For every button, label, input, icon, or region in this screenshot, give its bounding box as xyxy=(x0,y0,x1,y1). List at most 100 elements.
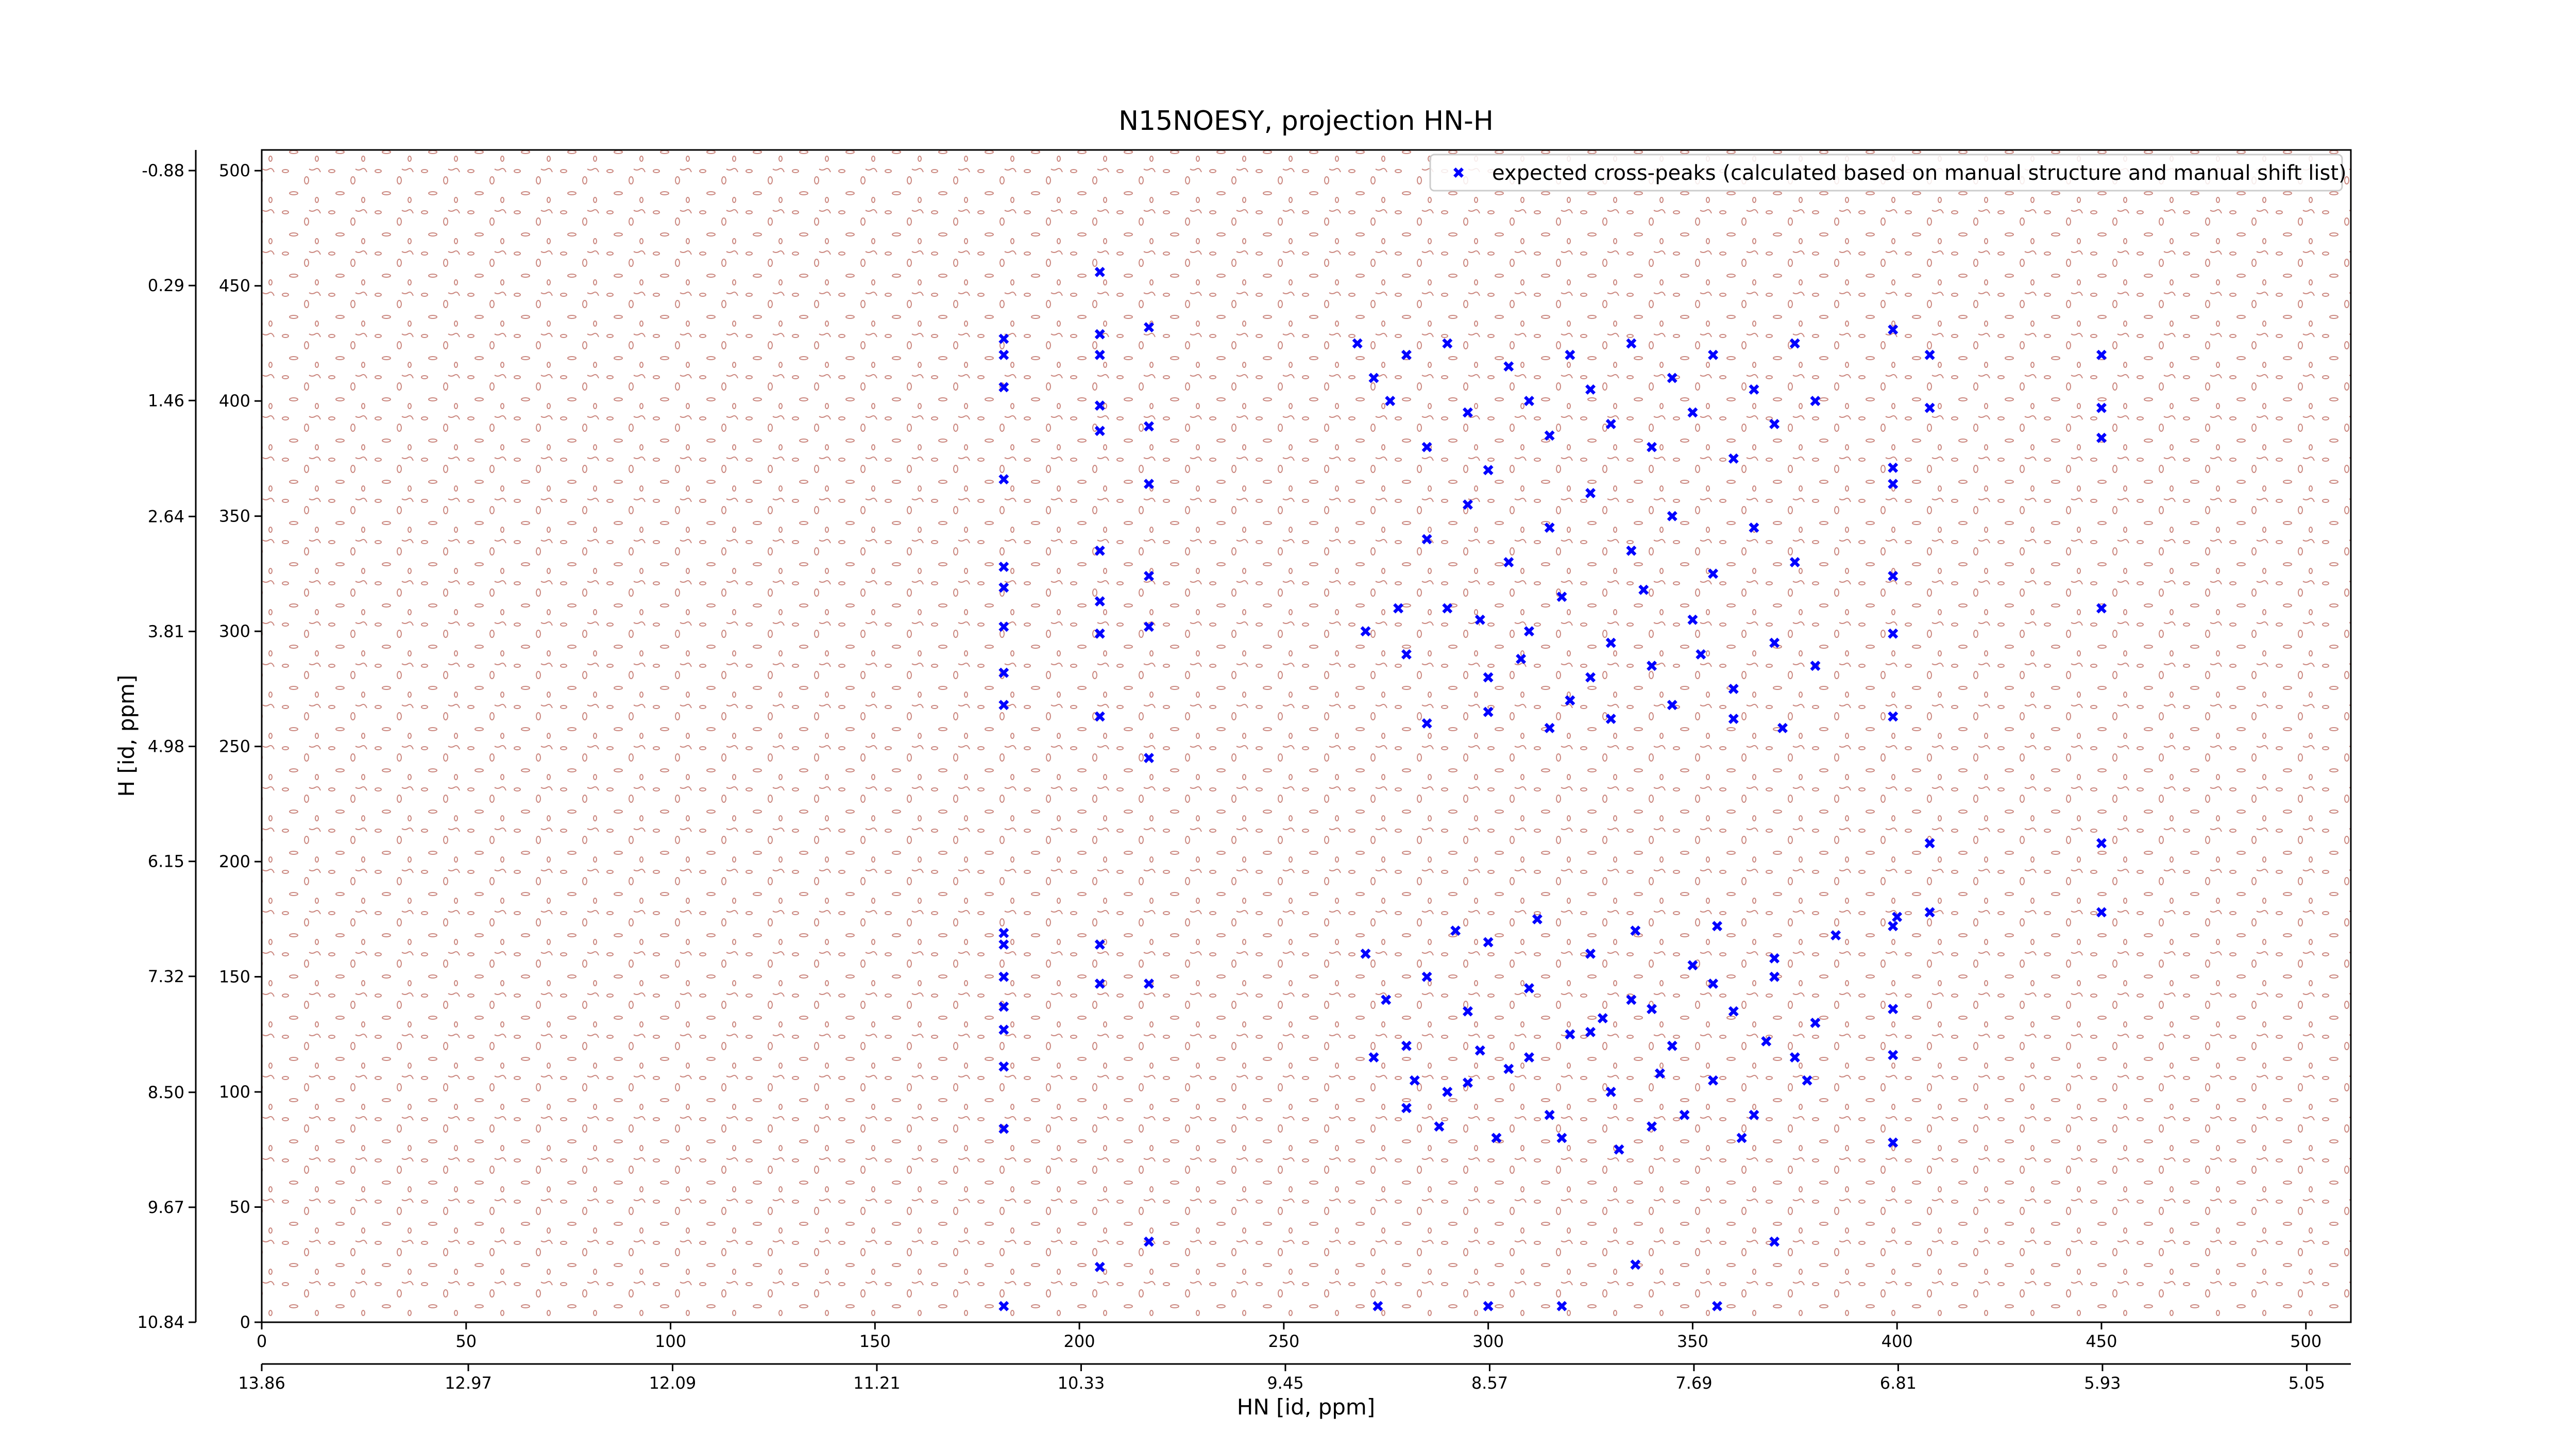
cross-peak xyxy=(1647,1121,1657,1132)
cross-peak xyxy=(1708,978,1719,989)
cross-peak xyxy=(1556,1133,1567,1143)
y-tick-label: 100 xyxy=(219,1082,250,1102)
cross-peak xyxy=(1565,1029,1575,1040)
cross-peak xyxy=(998,1024,1009,1035)
cross-peak xyxy=(1094,939,1105,950)
cross-peak xyxy=(998,582,1009,593)
cross-peak xyxy=(1462,499,1473,510)
y-tick-label: 350 xyxy=(219,507,250,526)
y2-tick-label: 3.81 xyxy=(148,621,184,641)
cross-peak xyxy=(2096,603,2107,614)
cross-peak xyxy=(1544,523,1555,533)
x-tick-label: 200 xyxy=(1064,1332,1095,1351)
cross-peak xyxy=(1728,453,1739,464)
cross-peak xyxy=(1385,396,1396,407)
cross-peak xyxy=(1450,925,1461,936)
y-tick-label: 400 xyxy=(219,391,250,411)
cross-peak xyxy=(1888,1050,1899,1060)
cross-peak xyxy=(998,382,1009,393)
contour-texture xyxy=(262,150,2351,1322)
cross-peak xyxy=(998,971,1009,982)
y2-tick-label: 7.32 xyxy=(148,967,184,986)
cross-peak xyxy=(1442,338,1453,349)
cross-peak xyxy=(1483,1301,1494,1311)
cross-peak xyxy=(1687,614,1698,625)
cross-peak xyxy=(1094,266,1105,277)
cross-peak xyxy=(1401,1103,1412,1114)
y2-tick-label: 4.98 xyxy=(148,737,184,756)
x2-tick-label: 7.69 xyxy=(1675,1373,1712,1393)
cross-peak xyxy=(1647,661,1657,671)
cross-peak xyxy=(1605,1087,1616,1098)
y2-tick-label: 10.84 xyxy=(137,1312,184,1332)
cross-peak xyxy=(1360,626,1371,637)
x-tick-label: 150 xyxy=(859,1332,891,1351)
cross-peak xyxy=(1585,384,1596,395)
cross-peak xyxy=(1094,711,1105,722)
legend-box xyxy=(1429,154,2343,192)
x-tick-label: 0 xyxy=(257,1332,267,1351)
cross-peak xyxy=(1888,570,1899,581)
cross-peak xyxy=(1696,649,1706,660)
cross-peak xyxy=(1491,1133,1502,1143)
cross-peak xyxy=(1143,479,1154,490)
cross-peak xyxy=(998,667,1009,678)
cross-peak xyxy=(1810,1017,1821,1028)
cross-peak xyxy=(998,561,1009,572)
cross-peak xyxy=(1605,418,1616,429)
cross-peak xyxy=(1924,349,1935,360)
cross-peak xyxy=(1728,683,1739,694)
x2-tick-label: 12.09 xyxy=(649,1373,697,1393)
cross-peak xyxy=(1393,603,1404,614)
cross-peak xyxy=(1352,338,1363,349)
legend-marker xyxy=(1453,167,1464,178)
cross-peak xyxy=(1924,402,1935,413)
y-axis-label: H [id, ppm] xyxy=(114,675,139,797)
cross-peak xyxy=(1605,713,1616,724)
cross-peak xyxy=(1143,1236,1154,1247)
cross-peak xyxy=(1888,921,1899,932)
cross-peak xyxy=(1597,1013,1608,1024)
cross-peak xyxy=(1523,626,1534,637)
y2-tick-label: 0.29 xyxy=(148,276,184,295)
y-tick-label: 450 xyxy=(219,276,250,296)
cross-peak xyxy=(1360,948,1371,959)
y2-tick-label: 1.46 xyxy=(148,391,184,410)
cross-peak xyxy=(1831,930,1841,941)
cross-peak xyxy=(1462,407,1473,418)
cross-peak xyxy=(1712,921,1723,932)
cross-peak xyxy=(1565,349,1575,360)
cross-peak xyxy=(1544,430,1555,441)
x-tick-label: 500 xyxy=(2290,1332,2321,1351)
cross-peak xyxy=(1749,1109,1759,1120)
cross-peak xyxy=(1712,1301,1723,1311)
cross-peak xyxy=(1687,407,1698,418)
x-tick-label: 400 xyxy=(1882,1332,1913,1351)
cross-peak xyxy=(1503,1064,1514,1074)
cross-peak xyxy=(998,1001,1009,1012)
cross-peak xyxy=(1143,752,1154,763)
cross-peak xyxy=(1769,1236,1780,1247)
cross-peak xyxy=(1094,978,1105,989)
cross-peak xyxy=(1409,1075,1420,1086)
cross-peak xyxy=(1143,570,1154,581)
cross-peak xyxy=(1556,592,1567,602)
y-tick-label: 0 xyxy=(240,1312,250,1332)
cross-peak xyxy=(1094,596,1105,607)
cross-peak xyxy=(1888,711,1899,722)
cross-peak xyxy=(1143,322,1154,333)
x2-tick-label: 12.97 xyxy=(445,1373,492,1393)
cross-peak xyxy=(1475,1045,1485,1056)
cross-peak xyxy=(1442,1087,1453,1098)
cross-peak xyxy=(1143,421,1154,432)
cross-peak xyxy=(1777,722,1788,733)
cross-peak xyxy=(1679,1109,1690,1120)
cross-peak xyxy=(1638,584,1649,595)
cross-peak xyxy=(998,700,1009,711)
cross-peak xyxy=(1888,1137,1899,1148)
cross-peak xyxy=(1647,1004,1657,1015)
cross-peak xyxy=(1667,373,1677,383)
cross-peak xyxy=(1614,1144,1624,1155)
y-tick-label: 300 xyxy=(219,621,250,641)
